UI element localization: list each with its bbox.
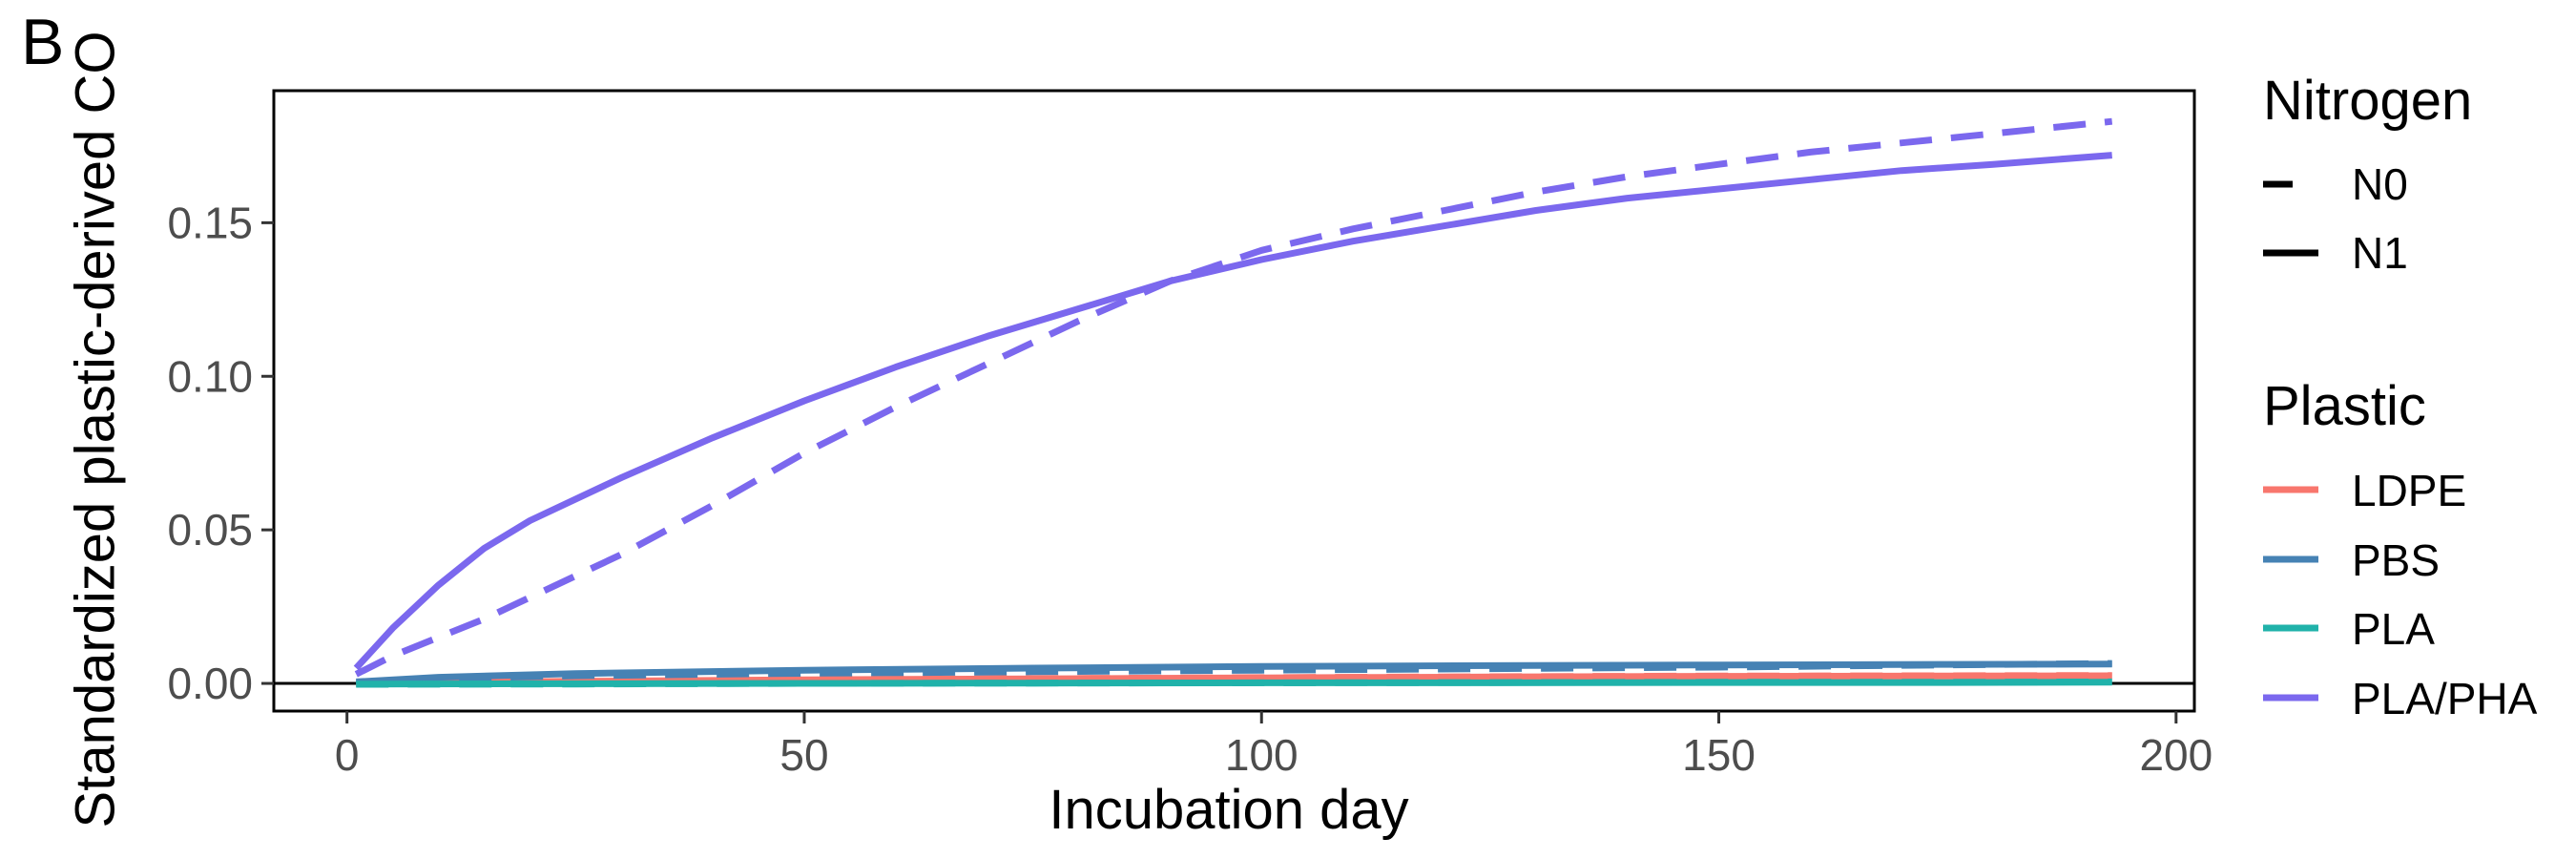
- y-tick-label: 0.15: [167, 198, 253, 247]
- series-line-pla-n1: [356, 679, 2112, 688]
- y-axis-title: Standardized plastic-derived CO: [64, 31, 127, 828]
- panel-label: B: [21, 6, 65, 78]
- plot-panel-border: [272, 89, 2196, 713]
- series-line-pla-pha-n0: [354, 117, 2113, 678]
- legend-label-n0: N0: [2352, 159, 2408, 209]
- x-tick-label: 0: [335, 730, 360, 780]
- legend-label-ldpe: LDPE: [2352, 466, 2467, 515]
- y-tick-label: 0.00: [167, 659, 253, 708]
- legend-label-pla: PLA: [2352, 604, 2435, 654]
- x-tick-label: 100: [1225, 730, 1298, 780]
- legend-label-pla-pha: PLA/PHA: [2352, 674, 2538, 723]
- x-tick-label: 150: [1682, 730, 1755, 780]
- series-line-pbs-n0: [356, 660, 2112, 687]
- legend-title-nitrogen: Nitrogen: [2263, 70, 2473, 132]
- x-tick-label: 50: [779, 730, 828, 780]
- series-line-pla-pha-n1: [353, 152, 2112, 671]
- x-axis-title: Incubation day: [1049, 779, 1409, 841]
- series-line-pbs-n1: [356, 660, 2112, 685]
- y-tick-label: 0.05: [167, 505, 253, 555]
- x-tick-label: 200: [2139, 730, 2212, 780]
- legend-label-pbs: PBS: [2352, 535, 2441, 585]
- y-tick-label: 0.10: [167, 351, 253, 401]
- legend-title-plastic: Plastic: [2263, 375, 2426, 437]
- legend-label-n1: N1: [2352, 228, 2408, 278]
